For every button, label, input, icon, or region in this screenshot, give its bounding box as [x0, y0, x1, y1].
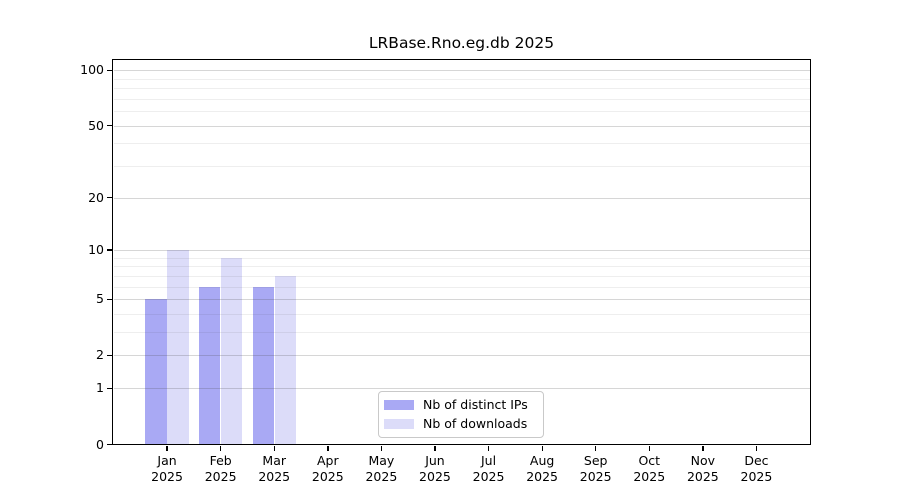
legend-label-downloads: Nb of downloads	[423, 416, 528, 431]
x-tick-mark	[541, 445, 543, 451]
minor-gridline	[113, 111, 810, 113]
major-gridline	[113, 355, 810, 357]
x-tick-mark	[220, 445, 222, 451]
x-tick-label: Apr 2025	[311, 452, 344, 484]
y-tick-label: 100	[80, 62, 104, 78]
minor-gridline	[113, 98, 810, 100]
minor-gridline	[113, 257, 810, 259]
bar-downloads	[221, 257, 243, 445]
legend-swatch-downloads	[384, 419, 414, 429]
x-tick-label: Aug 2025	[526, 452, 559, 484]
major-gridline	[113, 70, 810, 72]
y-tick-mark	[107, 354, 113, 357]
y-tick-label: 20	[88, 189, 104, 205]
bar-distinct-ips	[199, 286, 221, 445]
x-tick-mark	[648, 445, 650, 451]
x-tick-label: Mar 2025	[258, 452, 291, 484]
y-tick-mark	[107, 387, 113, 389]
x-tick-label: Sep 2025	[579, 452, 612, 484]
minor-gridline	[113, 78, 810, 80]
minor-gridline	[113, 88, 810, 90]
x-tick-mark	[434, 445, 436, 451]
chart-title: LRBase.Rno.eg.db 2025	[368, 34, 555, 52]
bar-downloads	[167, 250, 189, 445]
bar-distinct-ips	[145, 299, 167, 445]
minor-gridline	[113, 314, 810, 315]
y-tick-mark	[107, 443, 113, 446]
x-tick-label: Jan 2025	[151, 452, 183, 484]
x-tick-mark	[595, 445, 597, 451]
x-tick-mark	[327, 445, 329, 451]
y-tick-label: 10	[88, 242, 104, 258]
x-tick-mark	[702, 445, 704, 451]
x-tick-label: Jul 2025	[472, 452, 505, 484]
x-tick-label: Dec 2025	[740, 452, 773, 484]
x-tick-mark	[755, 445, 758, 451]
x-tick-label: Nov 2025	[686, 452, 719, 484]
y-tick-mark	[107, 249, 113, 251]
minor-gridline	[113, 275, 810, 277]
major-gridline	[113, 125, 810, 127]
y-tick-mark	[107, 197, 113, 199]
x-tick-label: Feb 2025	[204, 452, 237, 484]
bar-distinct-ips	[252, 286, 274, 445]
major-gridline	[113, 197, 810, 199]
y-tick-mark	[107, 125, 113, 127]
y-tick-mark	[107, 69, 113, 71]
bar-downloads	[274, 275, 296, 445]
legend-item-distinct-ips: Nb of distinct IPs	[384, 398, 535, 412]
y-tick-label: 0	[96, 436, 104, 452]
x-tick-mark	[273, 445, 275, 451]
legend-swatch-distinct-ips	[384, 400, 414, 410]
x-tick-label: Oct 2025	[633, 452, 666, 484]
x-tick-label: May 2025	[365, 452, 398, 484]
minor-gridline	[113, 332, 810, 334]
legend: Nb of distinct IPs Nb of downloads	[378, 391, 544, 438]
x-tick-mark	[487, 445, 490, 451]
y-tick-label: 2	[96, 347, 104, 363]
minor-gridline	[113, 286, 810, 288]
major-gridline	[113, 299, 810, 301]
legend-item-downloads: Nb of downloads	[384, 417, 535, 431]
x-tick-mark	[380, 445, 383, 451]
legend-label-distinct-ips: Nb of distinct IPs	[423, 397, 528, 412]
minor-gridline	[113, 266, 810, 268]
minor-gridline	[113, 166, 810, 168]
minor-gridline	[113, 143, 810, 145]
y-tick-label: 50	[88, 117, 104, 133]
x-tick-label: Jun 2025	[419, 452, 451, 484]
y-tick-label: 5	[96, 291, 104, 307]
major-gridline	[113, 388, 810, 390]
major-gridline	[113, 250, 810, 252]
y-tick-label: 1	[96, 380, 104, 396]
x-tick-mark	[166, 445, 168, 451]
y-tick-mark	[107, 298, 113, 300]
